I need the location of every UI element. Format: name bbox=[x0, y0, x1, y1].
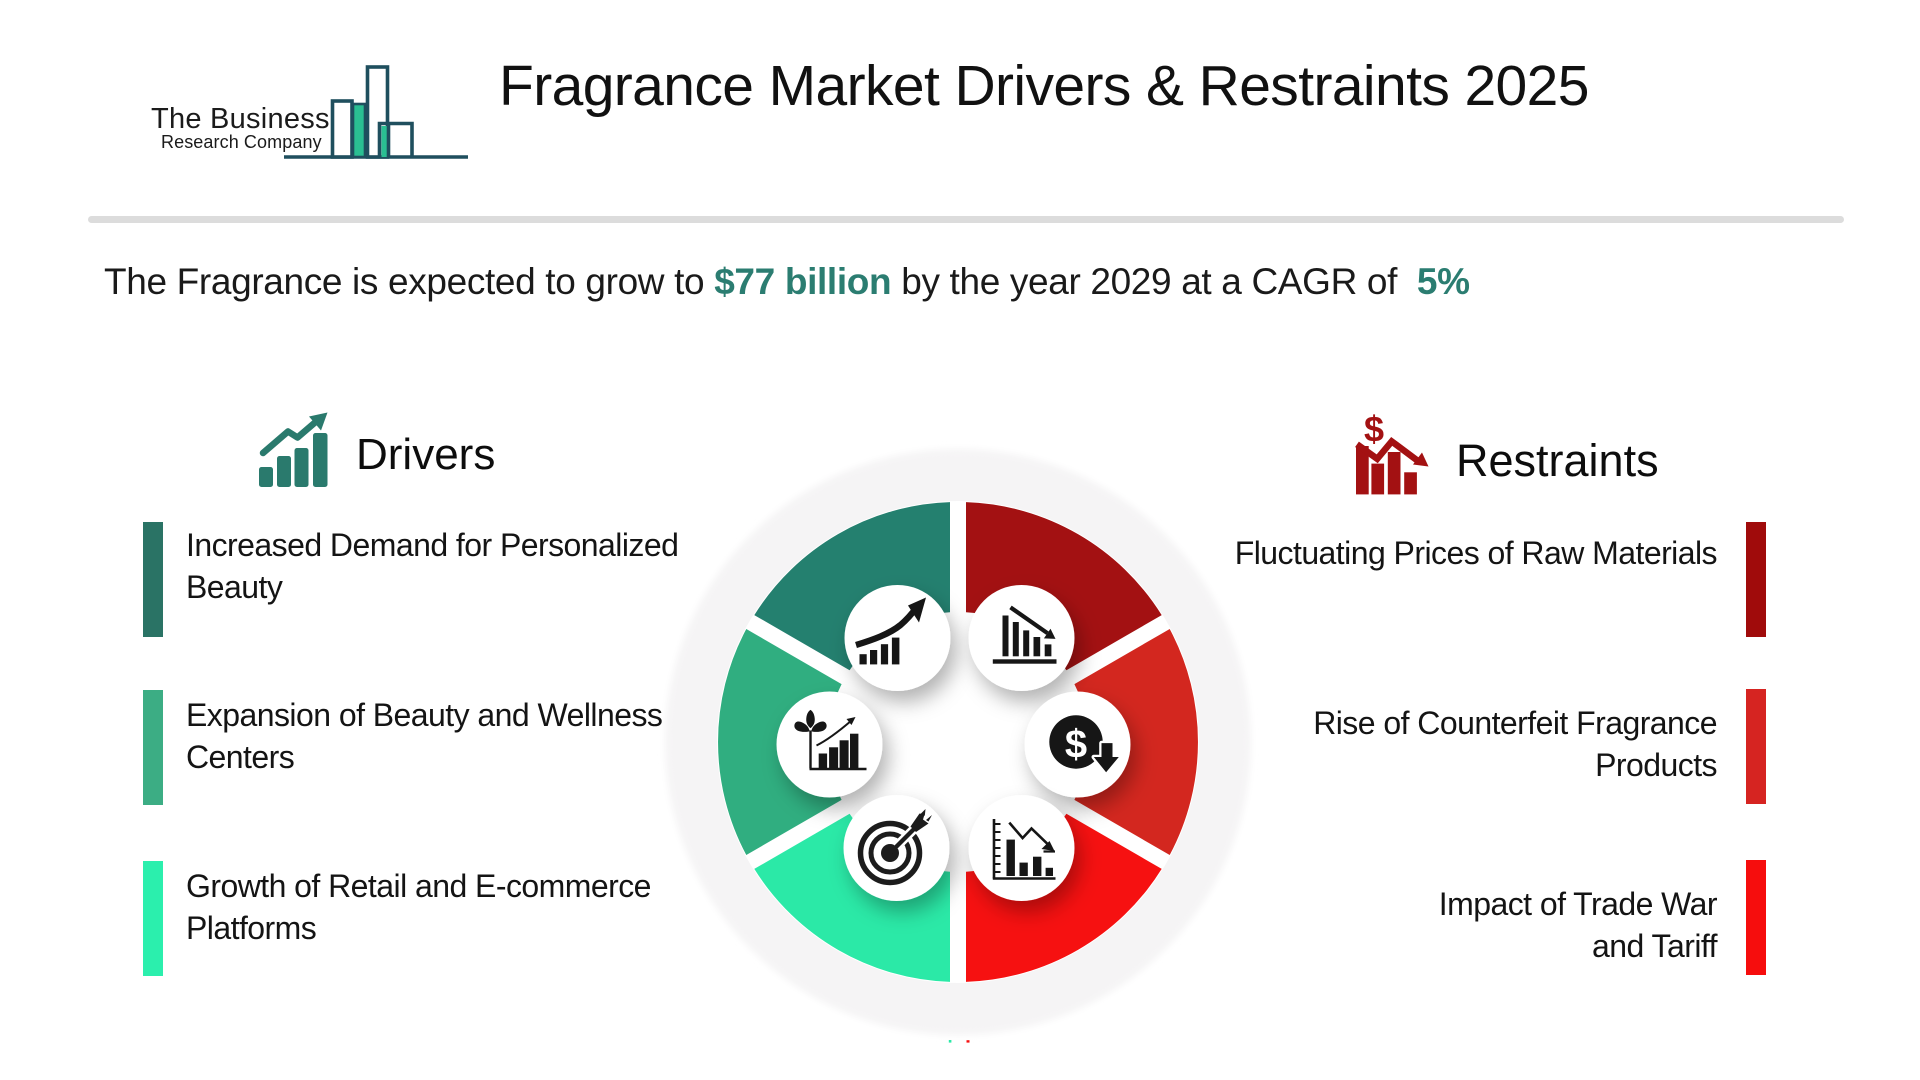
svg-text:$: $ bbox=[1364, 409, 1384, 450]
svg-text:$: $ bbox=[1065, 723, 1087, 767]
